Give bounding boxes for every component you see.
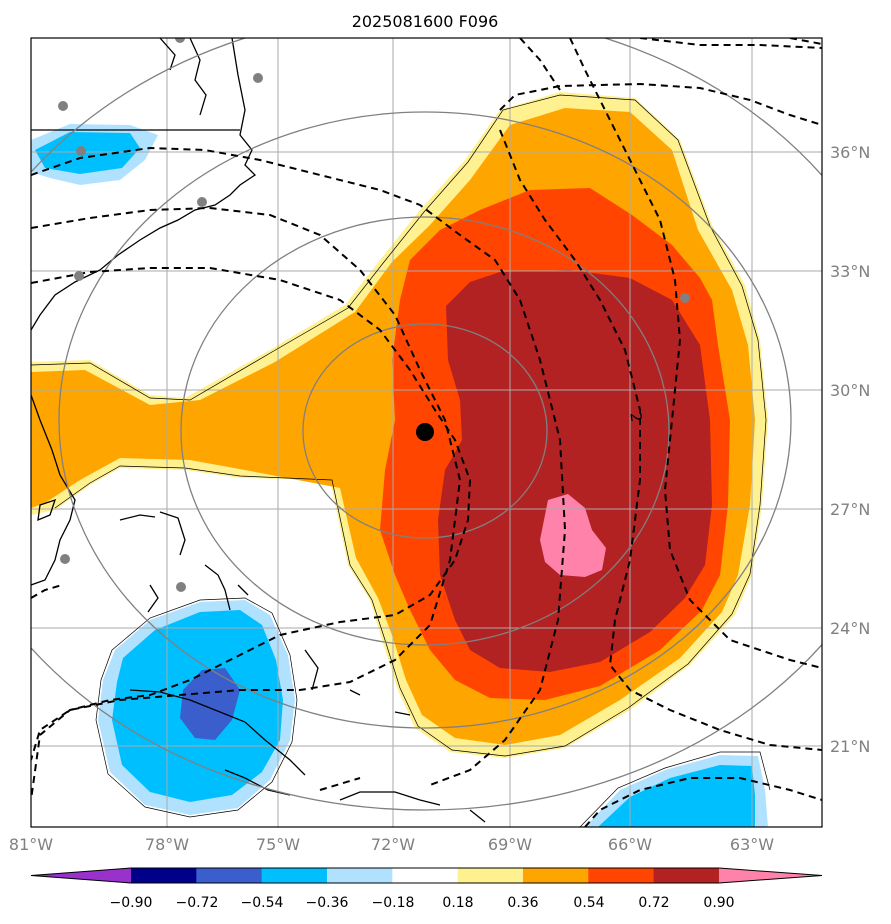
- anomaly-0.90: [540, 494, 606, 577]
- colorbar-tick: −0.54: [241, 895, 284, 911]
- colorbar-tick: −0.18: [372, 895, 415, 911]
- colorbar-swatch: [131, 868, 197, 883]
- colorbar-swatch: [522, 868, 589, 883]
- lat-label: 33°N: [830, 262, 870, 281]
- colorbar-swatch: [392, 868, 459, 883]
- colorbar-swatch: [261, 868, 328, 883]
- lat-label: 27°N: [830, 500, 870, 519]
- map-area: 2: [31, 38, 822, 827]
- lon-label: 78°W: [145, 835, 189, 854]
- colorbar-outline: [30, 867, 823, 884]
- colorbar-swatch: [326, 868, 393, 883]
- lon-label: 72°W: [371, 835, 415, 854]
- lat-label: 30°N: [830, 381, 870, 400]
- colorbar: [30, 867, 823, 884]
- colorbar-extend-right: [718, 868, 822, 883]
- map-title: 2025081600 F096: [352, 12, 499, 31]
- colorbar-ticks: −0.90 −0.72 −0.54 −0.36 −0.18 0.18 0.36 …: [110, 895, 735, 911]
- anomaly-outlines: [31, 94, 771, 827]
- anomaly-neg-0.54-sw: [180, 668, 240, 740]
- colorbar-swatch: [588, 868, 655, 883]
- contour-label: 2: [626, 411, 645, 424]
- lon-label: 66°W: [608, 835, 652, 854]
- lat-label: 24°N: [830, 619, 870, 638]
- dashed-contours: [31, 38, 822, 827]
- colorbar-extend-left: [31, 868, 131, 883]
- colorbar-tick: 0.90: [703, 895, 734, 911]
- colorbar-tick: 0.18: [442, 895, 473, 911]
- colorbar-tick: −0.72: [176, 895, 219, 911]
- lon-label: 75°W: [256, 835, 300, 854]
- station-markers: [58, 38, 690, 592]
- lon-label: 81°W: [9, 835, 53, 854]
- colorbar-swatch: [653, 868, 720, 883]
- lon-label: 63°W: [730, 835, 774, 854]
- lat-labels: 36°N 33°N 30°N 27°N 24°N 21°N: [830, 143, 870, 756]
- lon-label: 69°W: [488, 835, 532, 854]
- colorbar-tick: 0.72: [638, 895, 669, 911]
- anomaly-neg-0.36-se: [598, 765, 755, 827]
- colorbar-tick: −0.90: [110, 895, 153, 911]
- lat-label: 21°N: [830, 737, 870, 756]
- range-rings: [31, 38, 822, 811]
- colorbar-tick: −0.36: [306, 895, 349, 911]
- colorbar-tick: 0.54: [573, 895, 604, 911]
- colorbar-swatch: [457, 868, 524, 883]
- storm-center-marker: [416, 423, 434, 441]
- gridlines: [31, 38, 822, 827]
- lat-label: 36°N: [830, 143, 870, 162]
- map-frame: [30, 37, 823, 828]
- lon-labels: 81°W 78°W 75°W 72°W 69°W 66°W 63°W: [9, 835, 774, 854]
- colorbar-tick: 0.36: [507, 895, 538, 911]
- colorbar-swatch: [196, 868, 263, 883]
- anomaly-0.72: [438, 270, 712, 672]
